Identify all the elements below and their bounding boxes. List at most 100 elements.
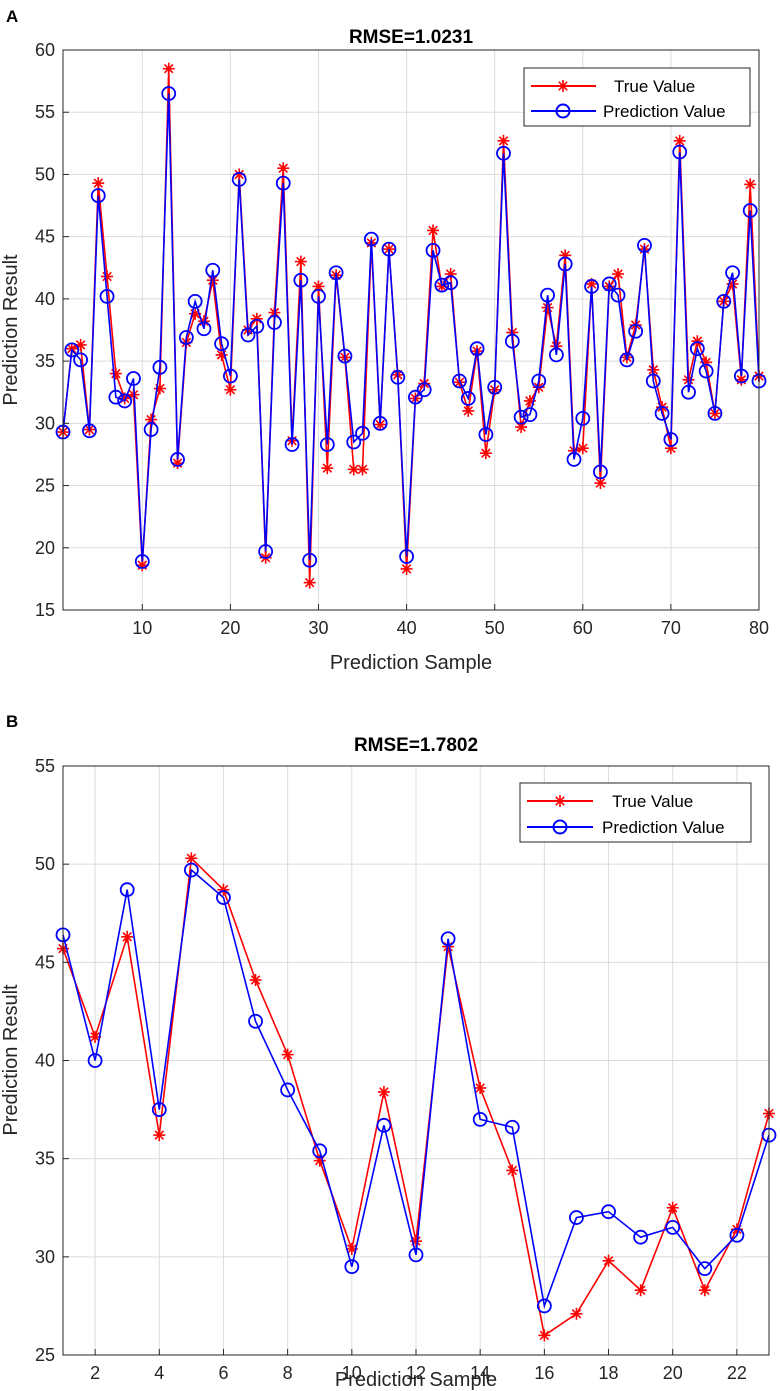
x-tick-label: 12 (406, 1363, 426, 1383)
prediction-value-point (376, 1117, 392, 1133)
prediction-value-point (593, 464, 608, 480)
true-value-point (474, 1081, 487, 1094)
y-tick-label: 35 (35, 1149, 55, 1169)
true-value-point (612, 268, 625, 280)
prediction-value-point (628, 323, 644, 339)
prediction-value-point (452, 373, 467, 389)
x-tick-label: 22 (727, 1363, 747, 1383)
x-tick-label: 20 (663, 1363, 683, 1383)
true-value-point (497, 134, 510, 147)
panel-b-grid (63, 765, 769, 1356)
prediction-value-point (440, 931, 456, 947)
panel-b-legend-pred-marker (552, 819, 568, 835)
panel-a-series-true (57, 62, 765, 589)
prediction-value-point (408, 389, 423, 405)
prediction-value-point (99, 288, 115, 304)
prediction-value-point (472, 1112, 488, 1127)
x-tick-label: 10 (132, 618, 152, 638)
true-value-point (312, 280, 325, 293)
prediction-value-point (575, 410, 591, 426)
prediction-value-point (443, 275, 459, 291)
prediction-value-point (258, 544, 274, 559)
panel-a-legend: True Value Prediction Value (523, 67, 751, 127)
panel-b-legend-true-label: True Value (612, 792, 693, 811)
prediction-value-point (408, 1247, 424, 1263)
prediction-value-point (707, 405, 723, 421)
true-value-point (294, 255, 307, 268)
true-value-point (479, 447, 492, 460)
prediction-value-point (293, 272, 309, 288)
prediction-value-point (637, 237, 652, 253)
y-tick-label: 15 (35, 600, 55, 620)
prediction-value-point (569, 1210, 584, 1225)
x-tick-label: 80 (749, 618, 769, 638)
prediction-value-point (328, 265, 344, 281)
true-value-point (400, 562, 413, 575)
prediction-value-point (469, 341, 485, 357)
prediction-value-point (178, 330, 194, 345)
panel-a-label: A (6, 7, 18, 26)
true-value-point (321, 462, 334, 475)
true-value-point (224, 383, 237, 396)
panel-b-series-pred (55, 862, 777, 1314)
true-value-point (109, 367, 122, 380)
prediction-value-point (416, 382, 432, 398)
panel-a-legend-box (523, 67, 751, 127)
true-value-point (594, 477, 607, 490)
prediction-value-point (548, 347, 564, 363)
prediction-value-point (284, 437, 300, 452)
prediction-value-point (619, 352, 635, 368)
panel-a-series-pred (55, 86, 767, 569)
prediction-value-point (214, 336, 229, 352)
prediction-value-point (372, 415, 388, 431)
prediction-value-point (654, 405, 670, 421)
prediction-value-point (584, 279, 600, 294)
prediction-value-point (240, 327, 256, 343)
x-tick-label: 10 (342, 1363, 362, 1383)
prediction-value-point (267, 315, 282, 330)
prediction-value-point (117, 393, 133, 409)
true-value-point (744, 178, 757, 191)
prediction-value-point (346, 434, 362, 450)
y-tick-label: 30 (35, 413, 55, 433)
x-tick-label: 30 (308, 618, 328, 638)
prediction-value-line (62, 868, 770, 1309)
prediction-value-point (183, 862, 199, 878)
y-tick-label: 50 (35, 164, 55, 184)
panel-a-legend-pred-marker (555, 103, 571, 119)
true-value-point (377, 1085, 390, 1098)
panel-b-title: RMSE=1.7802 (354, 735, 478, 756)
true-value-point (462, 404, 475, 417)
prediction-value-point (363, 231, 379, 247)
prediction-value-point (126, 371, 141, 386)
prediction-value-point (119, 882, 135, 898)
x-tick-label: 50 (485, 618, 505, 638)
true-value-point (666, 1201, 679, 1214)
y-tick-label: 45 (35, 227, 55, 247)
y-tick-label: 45 (35, 952, 55, 972)
y-tick-label: 55 (35, 102, 55, 122)
x-tick-label: 70 (661, 618, 681, 638)
prediction-value-point (513, 409, 529, 425)
prediction-value-point (434, 277, 450, 293)
prediction-value-point (143, 422, 159, 437)
prediction-value-point (672, 144, 688, 160)
prediction-value-point (536, 1298, 552, 1314)
prediction-value-point (151, 1102, 167, 1117)
panel-b-legend-pred-label: Prediction Value (602, 818, 725, 837)
prediction-value-point (681, 384, 696, 400)
panel-a-legend-true-label: True Value (614, 77, 695, 96)
true-value-point (162, 62, 175, 75)
prediction-value-point (504, 1119, 520, 1135)
prediction-value-point (355, 425, 370, 441)
true-value-point (691, 335, 704, 348)
prediction-value-point (344, 1259, 360, 1275)
prediction-value-point (216, 890, 231, 905)
prediction-value-point (665, 1219, 681, 1235)
prediction-value-point (522, 407, 538, 423)
y-tick-label: 60 (35, 40, 55, 60)
prediction-value-point (697, 1261, 713, 1277)
y-tick-label: 25 (35, 476, 55, 496)
prediction-value-point (557, 256, 573, 272)
prediction-value-point (275, 175, 291, 191)
